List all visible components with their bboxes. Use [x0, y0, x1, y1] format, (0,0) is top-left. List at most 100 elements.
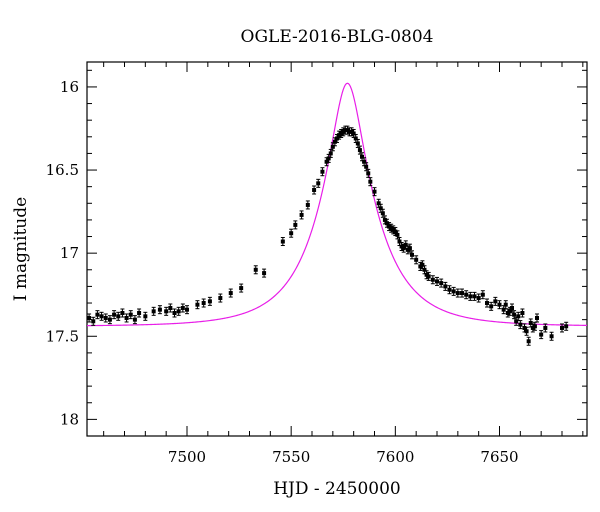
point-marker [176, 309, 181, 314]
point-marker [549, 334, 554, 339]
data-point [530, 323, 535, 333]
point-marker [168, 306, 173, 311]
data-point [464, 290, 469, 300]
data-point [387, 222, 392, 232]
data-point [95, 310, 100, 320]
data-point [526, 336, 531, 346]
point-marker [289, 231, 294, 236]
data-point [116, 311, 121, 321]
data-point [389, 223, 394, 233]
data-point [312, 185, 317, 195]
point-marker [399, 244, 404, 249]
data-point [503, 300, 508, 310]
data-point [418, 261, 423, 271]
data-point [380, 208, 385, 218]
point-marker [112, 312, 117, 317]
data-point [289, 228, 294, 238]
point-marker [228, 291, 233, 296]
data-point [378, 203, 383, 213]
point-marker [395, 232, 400, 237]
data-point [176, 306, 181, 316]
x-tick-label: 7550 [272, 448, 310, 466]
data-point [372, 187, 377, 197]
point-marker [335, 136, 339, 141]
data-point [443, 281, 448, 291]
point-marker [95, 312, 100, 317]
point-marker [514, 319, 519, 324]
data-point [112, 310, 117, 320]
data-point [360, 152, 364, 162]
data-point [485, 298, 489, 308]
point-marker [376, 201, 381, 206]
point-marker [426, 274, 431, 279]
data-point [201, 298, 206, 308]
model-curve [86, 82, 588, 327]
point-marker [218, 296, 223, 301]
point-marker [460, 291, 464, 296]
data-point [424, 270, 429, 280]
x-tick-label: 7600 [376, 448, 414, 466]
point-marker [447, 287, 452, 292]
data-point [195, 300, 200, 310]
y-tick-label: 16.5 [46, 161, 79, 179]
point-marker [280, 239, 285, 244]
point-marker [524, 329, 529, 334]
data-point [103, 313, 108, 323]
data-point [357, 145, 362, 155]
data-point [528, 318, 533, 328]
data-point [262, 268, 267, 278]
point-marker [185, 307, 189, 312]
point-marker [91, 319, 96, 324]
point-marker [516, 314, 521, 319]
point-marker [195, 302, 200, 307]
point-marker [87, 315, 92, 320]
point-marker [405, 247, 410, 252]
data-point [405, 245, 410, 255]
point-marker [357, 148, 362, 153]
point-marker [512, 312, 517, 317]
data-point [426, 271, 431, 281]
point-marker [116, 314, 121, 319]
point-marker [253, 267, 258, 272]
data-point [328, 148, 333, 158]
point-marker [518, 322, 523, 327]
data-point [535, 313, 539, 323]
point-marker [326, 156, 331, 161]
point-marker [407, 246, 412, 251]
data-point [157, 305, 162, 315]
point-marker [349, 129, 354, 134]
point-marker [543, 325, 548, 330]
point-marker [207, 299, 212, 304]
point-marker [103, 315, 108, 320]
data-point [293, 220, 298, 230]
data-point [172, 308, 177, 318]
data-point [399, 242, 404, 252]
point-marker [180, 306, 185, 311]
data-point [460, 288, 464, 298]
data-point [376, 198, 381, 208]
point-marker [368, 179, 373, 184]
point-marker [201, 301, 206, 306]
point-marker [360, 154, 364, 159]
point-marker [510, 306, 514, 311]
data-point [330, 142, 335, 152]
point-marker [422, 267, 427, 272]
point-marker [403, 242, 408, 247]
y-tick-label: 18 [60, 410, 79, 428]
data-point [124, 313, 129, 323]
point-marker [435, 279, 439, 284]
data-point [180, 303, 185, 313]
point-marker [364, 164, 369, 169]
point-marker [489, 304, 494, 309]
data-point [137, 308, 142, 318]
x-tick-label: 7650 [480, 448, 518, 466]
point-marker [401, 246, 406, 251]
point-marker [485, 301, 489, 306]
point-marker [164, 309, 169, 314]
point-marker [493, 299, 498, 304]
data-point [87, 313, 92, 323]
data-point [320, 167, 325, 177]
data-point [549, 331, 554, 341]
point-marker [414, 257, 419, 262]
data-point [355, 138, 360, 148]
